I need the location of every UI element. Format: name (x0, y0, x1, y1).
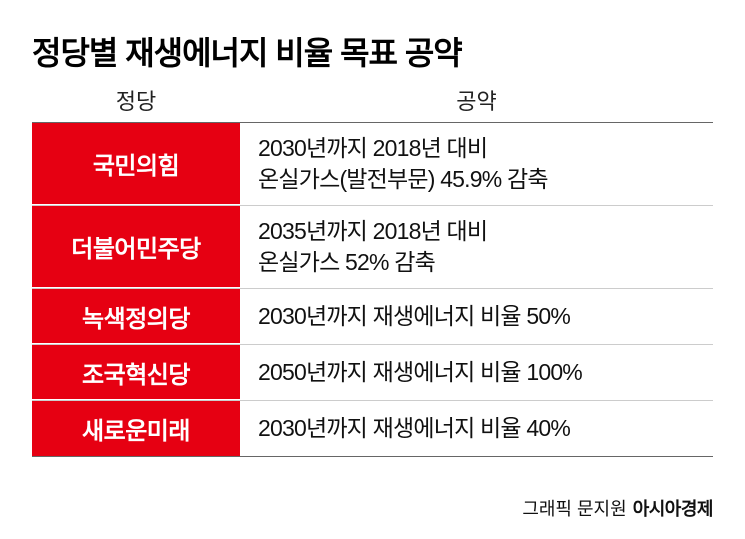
pledge-cell: 2030년까지 재생에너지 비율 40% (240, 401, 713, 456)
header-pledge: 공약 (240, 84, 713, 116)
pledge-cell: 2030년까지 재생에너지 비율 50% (240, 289, 713, 344)
credit: 그래픽 문지원 아시아경제 (522, 495, 713, 521)
table-header: 정당 공약 (32, 84, 713, 123)
credit-brand: 아시아경제 (633, 495, 713, 521)
table-row: 녹색정의당2030년까지 재생에너지 비율 50% (32, 289, 713, 345)
party-cell: 조국혁신당 (32, 345, 240, 400)
pledge-cell: 2030년까지 2018년 대비 온실가스(발전부문) 45.9% 감축 (240, 123, 713, 205)
pledge-cell: 2050년까지 재생에너지 비율 100% (240, 345, 713, 400)
credit-label: 그래픽 문지원 (522, 495, 626, 521)
table-row: 새로운미래2030년까지 재생에너지 비율 40% (32, 401, 713, 457)
party-cell: 더불어민주당 (32, 206, 240, 288)
table-body: 국민의힘2030년까지 2018년 대비 온실가스(발전부문) 45.9% 감축… (32, 123, 713, 457)
party-cell: 국민의힘 (32, 123, 240, 205)
table-row: 국민의힘2030년까지 2018년 대비 온실가스(발전부문) 45.9% 감축 (32, 123, 713, 206)
party-cell: 새로운미래 (32, 401, 240, 456)
table-title: 정당별 재생에너지 비율 목표 공약 (32, 28, 713, 74)
table-row: 조국혁신당2050년까지 재생에너지 비율 100% (32, 345, 713, 401)
pledge-cell: 2035년까지 2018년 대비 온실가스 52% 감축 (240, 206, 713, 288)
table-row: 더불어민주당2035년까지 2018년 대비 온실가스 52% 감축 (32, 206, 713, 289)
header-party: 정당 (32, 84, 240, 116)
party-cell: 녹색정의당 (32, 289, 240, 344)
